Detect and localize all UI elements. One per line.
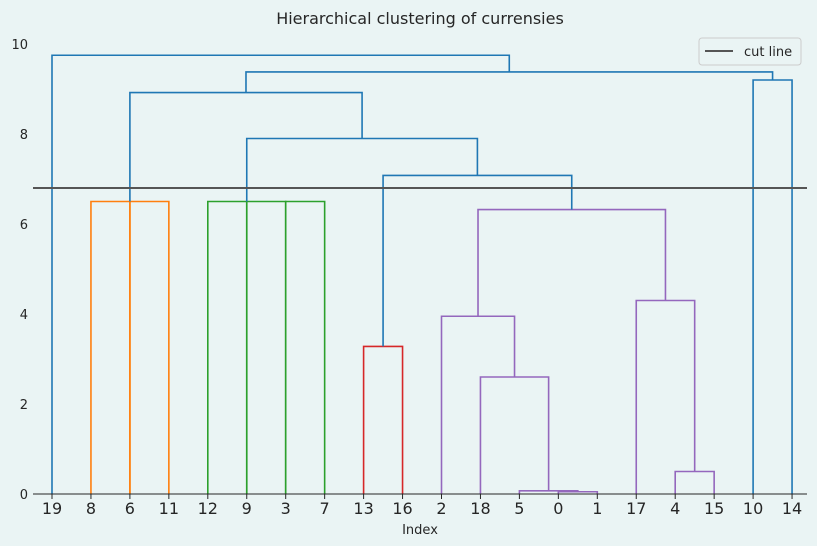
- y-tick-label: 6: [20, 218, 28, 233]
- dendrogram-link: [752, 79, 793, 494]
- x-tick-label: 8: [86, 499, 96, 518]
- y-tick-label: 2: [20, 398, 28, 413]
- x-tick-label: 11: [159, 499, 179, 518]
- dendrogram-links: [51, 54, 793, 494]
- dendrogram-link: [90, 200, 131, 494]
- dendrogram-link: [245, 137, 479, 202]
- x-tick-label: 19: [42, 499, 62, 518]
- x-tick-label: 0: [553, 499, 563, 518]
- x-axis: 19 8 6 11 12 9 3 7 13 16 2 18 5 0 1 17 4 15 10 14: [42, 494, 802, 518]
- x-tick-label: 17: [626, 499, 646, 518]
- chart-title: Hierarchical clustering of currensies: [276, 9, 564, 28]
- x-tick-label: 10: [743, 499, 763, 518]
- x-tick-label: 14: [782, 499, 802, 518]
- dendrogram-link: [51, 54, 511, 494]
- x-tick-label: 13: [353, 499, 373, 518]
- legend-label: cut line: [744, 45, 792, 60]
- y-tick-label: 8: [20, 128, 28, 143]
- dendrogram-link: [479, 376, 550, 494]
- dendrogram-link: [284, 200, 326, 494]
- legend-box: [698, 37, 802, 66]
- dendrogram-link: [440, 315, 516, 494]
- dendrogram-link: [245, 200, 287, 494]
- x-tick-label: 18: [470, 499, 490, 518]
- x-tick-label: 12: [198, 499, 218, 518]
- y-tick-label: 10: [11, 38, 28, 53]
- y-axis: 0 2 4 6 8 10: [11, 38, 28, 503]
- x-tick-label: 16: [392, 499, 412, 518]
- y-tick-label: 0: [20, 488, 28, 503]
- dendrogram-link: [207, 200, 248, 494]
- x-tick-label: 2: [436, 499, 446, 518]
- x-tick-label: 4: [670, 499, 680, 518]
- dendrogram-link: [362, 345, 404, 494]
- dendrogram-link: [674, 470, 715, 494]
- dendrogram-link: [129, 200, 170, 494]
- dendrogram-link: [245, 71, 774, 93]
- x-tick-label: 3: [281, 499, 291, 518]
- x-axis-label: Index: [402, 523, 438, 538]
- legend: cut line: [698, 37, 802, 66]
- x-tick-label: 15: [704, 499, 724, 518]
- x-tick-label: 7: [320, 499, 330, 518]
- x-tick-label: 1: [592, 499, 602, 518]
- x-tick-label: 9: [242, 499, 252, 518]
- dendrogram-link: [635, 299, 696, 494]
- y-tick-label: 4: [20, 308, 28, 323]
- x-tick-label: 6: [125, 499, 135, 518]
- x-tick-label: 5: [514, 499, 524, 518]
